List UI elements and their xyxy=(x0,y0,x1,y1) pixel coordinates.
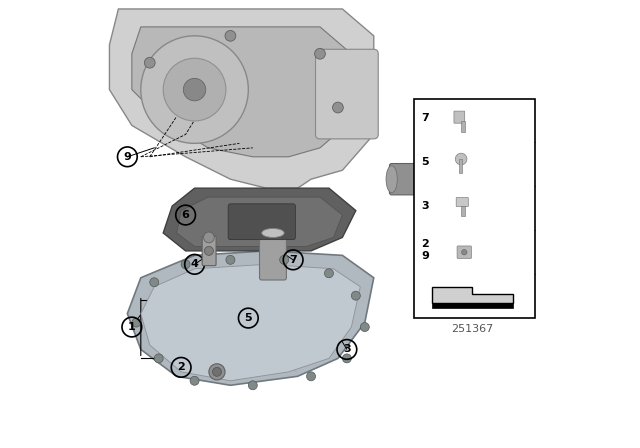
Polygon shape xyxy=(177,197,342,246)
Polygon shape xyxy=(127,251,374,385)
Text: 5: 5 xyxy=(244,313,252,323)
Polygon shape xyxy=(432,303,513,308)
Bar xyxy=(461,206,465,216)
Circle shape xyxy=(307,372,316,381)
FancyBboxPatch shape xyxy=(316,49,378,139)
Text: 8: 8 xyxy=(424,161,431,171)
Ellipse shape xyxy=(262,228,284,237)
Circle shape xyxy=(150,278,159,287)
Circle shape xyxy=(333,102,343,113)
FancyBboxPatch shape xyxy=(260,231,287,280)
Circle shape xyxy=(351,291,360,300)
Text: 6: 6 xyxy=(182,210,189,220)
Text: 2
9: 2 9 xyxy=(421,239,429,261)
Circle shape xyxy=(154,354,163,363)
FancyBboxPatch shape xyxy=(228,204,296,240)
Circle shape xyxy=(181,260,190,269)
FancyBboxPatch shape xyxy=(454,111,465,123)
Text: 2: 2 xyxy=(177,362,185,372)
Circle shape xyxy=(315,48,325,59)
Polygon shape xyxy=(432,287,513,303)
Polygon shape xyxy=(141,264,360,381)
Circle shape xyxy=(212,367,221,376)
Text: 1: 1 xyxy=(128,322,136,332)
Circle shape xyxy=(145,57,155,68)
Ellipse shape xyxy=(386,166,397,193)
Circle shape xyxy=(204,246,213,255)
Circle shape xyxy=(445,170,463,188)
Text: 251367: 251367 xyxy=(451,324,493,334)
FancyBboxPatch shape xyxy=(202,236,216,266)
Bar xyxy=(459,159,463,173)
Circle shape xyxy=(280,255,289,264)
Circle shape xyxy=(190,376,199,385)
FancyBboxPatch shape xyxy=(457,246,472,258)
FancyBboxPatch shape xyxy=(389,164,430,195)
Polygon shape xyxy=(109,9,374,188)
Polygon shape xyxy=(163,188,356,251)
Circle shape xyxy=(360,323,369,332)
Polygon shape xyxy=(132,27,351,157)
Circle shape xyxy=(342,354,351,363)
Text: 4: 4 xyxy=(191,259,198,269)
Text: 8: 8 xyxy=(429,134,439,148)
Text: 3: 3 xyxy=(343,345,351,354)
Circle shape xyxy=(225,30,236,41)
Ellipse shape xyxy=(422,166,433,193)
Circle shape xyxy=(209,364,225,380)
Bar xyxy=(414,99,535,318)
Circle shape xyxy=(184,78,206,101)
Text: 7: 7 xyxy=(289,255,297,265)
Text: 5: 5 xyxy=(422,157,429,167)
Circle shape xyxy=(204,232,214,243)
Circle shape xyxy=(141,36,248,143)
Circle shape xyxy=(226,255,235,264)
Circle shape xyxy=(163,58,226,121)
Circle shape xyxy=(324,269,333,278)
Text: 9: 9 xyxy=(124,152,131,162)
Bar xyxy=(461,121,465,132)
Circle shape xyxy=(455,153,467,165)
Circle shape xyxy=(132,318,141,327)
Text: 7: 7 xyxy=(421,113,429,123)
Text: 3: 3 xyxy=(422,201,429,211)
FancyBboxPatch shape xyxy=(456,198,468,207)
Circle shape xyxy=(248,381,257,390)
Circle shape xyxy=(461,250,467,255)
Circle shape xyxy=(436,160,473,198)
